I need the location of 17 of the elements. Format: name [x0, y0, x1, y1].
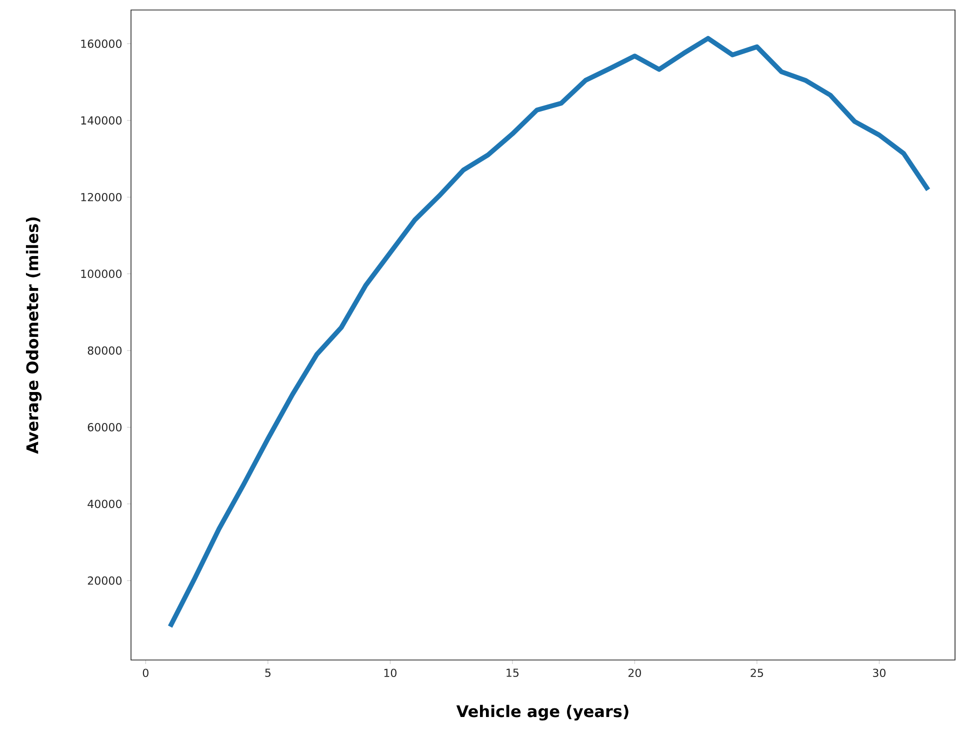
y-tick-label: 40000	[88, 500, 122, 508]
x-tick-label: 25	[750, 668, 764, 678]
y-tick-label: 160000	[81, 40, 122, 48]
x-tick-label: 5	[265, 668, 270, 677]
x-tick-label: 15	[506, 668, 519, 677]
x-tick-label: 30	[873, 668, 886, 678]
x-tick-label: 10	[384, 668, 396, 678]
y-tick-label: 100000	[81, 270, 122, 278]
x-axis-title: Vehicle age (years)	[456, 704, 628, 720]
x-tick-label: 20	[628, 668, 641, 678]
y-tick-label: 140000	[81, 116, 122, 125]
x-tick-label: 0	[142, 668, 148, 678]
y-tick-label: 120000	[81, 192, 122, 202]
y-tick-label: 20000	[88, 576, 122, 585]
y-tick-label: 80000	[88, 346, 122, 355]
y-axis-title: Average Odometer (miles)	[26, 217, 42, 454]
y-tick-label: 60000	[88, 423, 122, 432]
